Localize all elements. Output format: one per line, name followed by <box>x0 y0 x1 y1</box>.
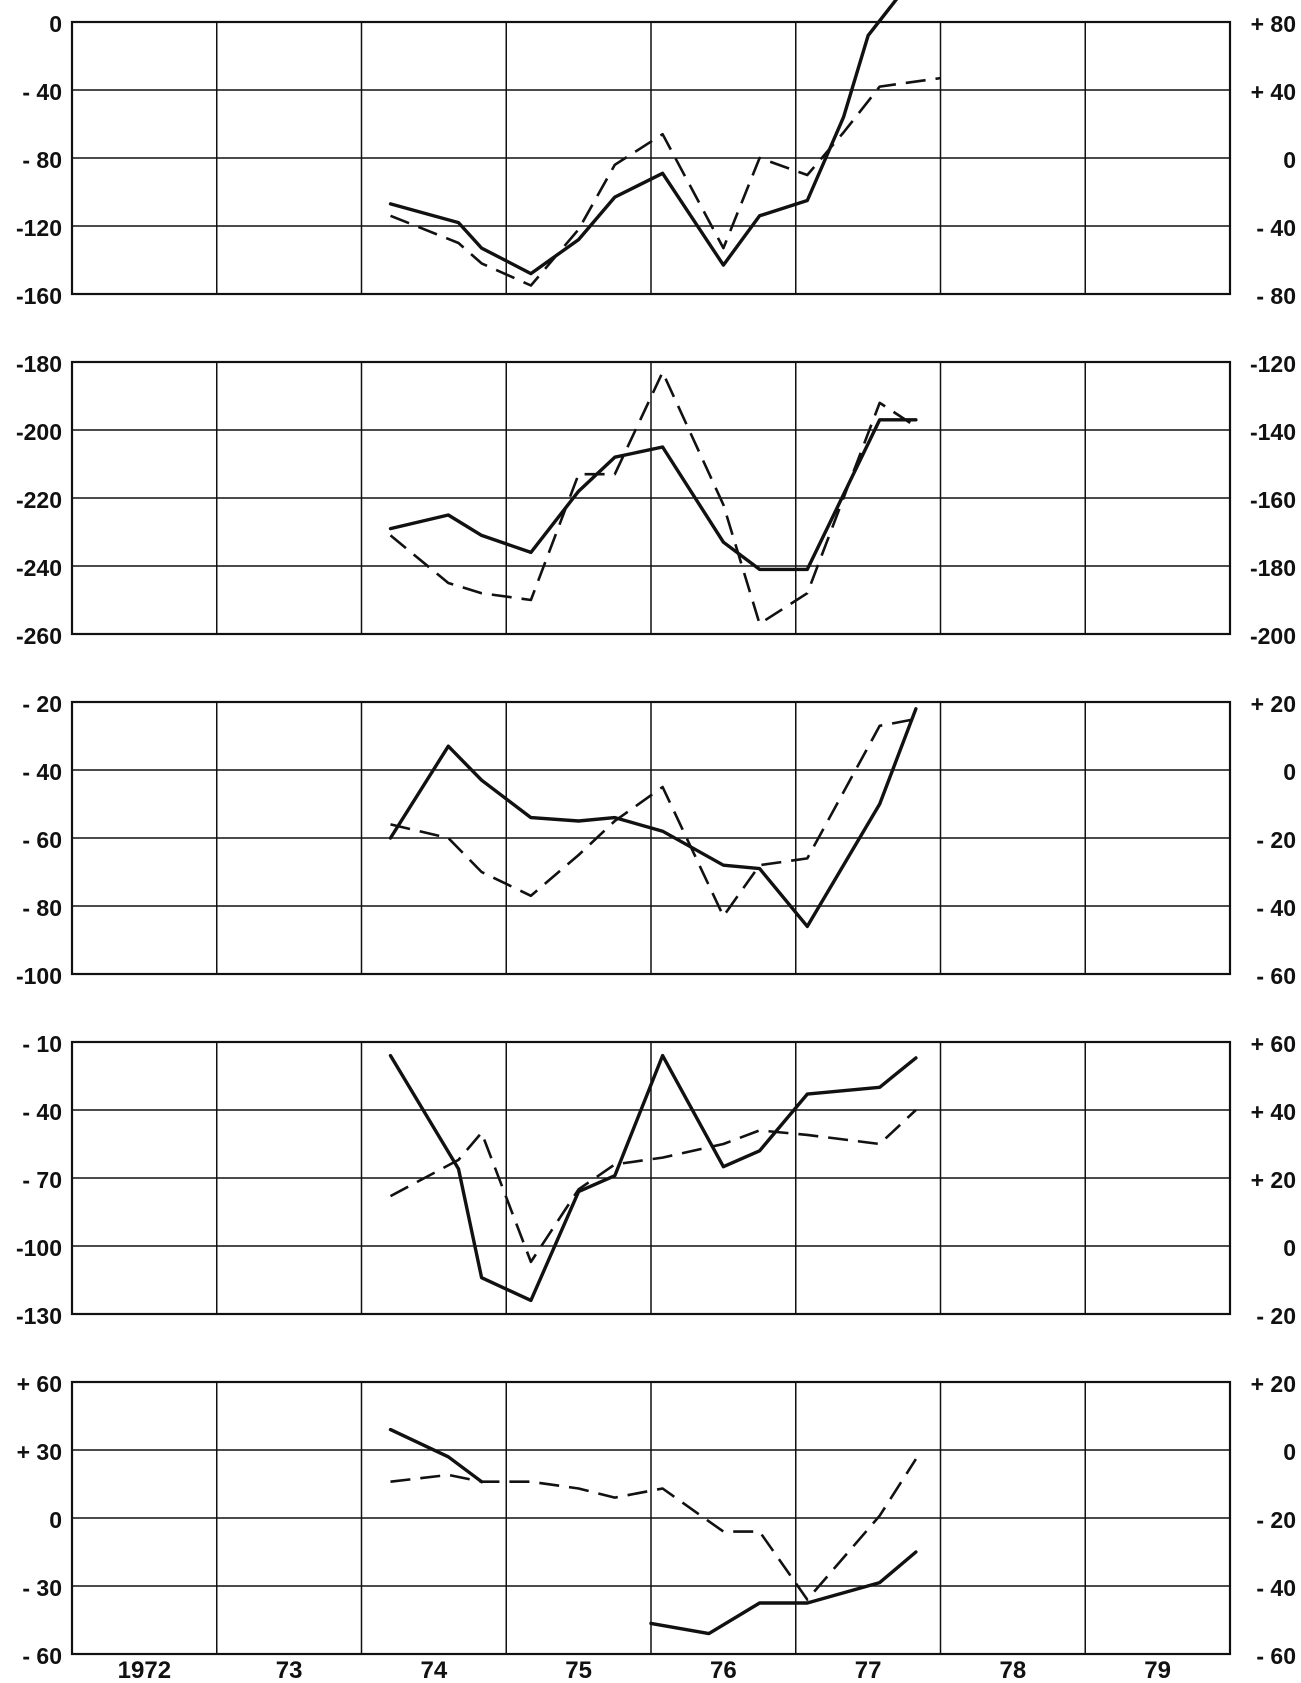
right-tick-label: - 60 <box>1256 1643 1296 1669</box>
left-tick-label: -130 <box>16 1303 62 1329</box>
left-tick-label: - 60 <box>22 1643 62 1669</box>
left-tick-label: -200 <box>16 419 62 445</box>
panel-frame <box>70 20 1232 296</box>
left-tick-label: - 20 <box>22 691 62 717</box>
left-tick-label: - 80 <box>22 147 62 173</box>
left-tick-label: -240 <box>16 555 62 581</box>
left-tick-label: - 40 <box>22 1099 62 1125</box>
right-tick-label: + 80 <box>1251 11 1296 37</box>
right-tick-label: -180 <box>1250 555 1296 581</box>
right-tick-label: - 40 <box>1256 215 1296 241</box>
solid-series-line <box>649 1550 918 1636</box>
right-tick-label: 0 <box>1283 1235 1296 1261</box>
right-tick-label: + 20 <box>1251 691 1296 717</box>
right-tick-label: - 20 <box>1256 1507 1296 1533</box>
x-tick-label: 75 <box>565 1657 592 1683</box>
right-tick-label: 0 <box>1283 1439 1296 1465</box>
left-tick-label: 0 <box>49 11 62 37</box>
left-tick-label: -120 <box>16 215 62 241</box>
dashed-series-line <box>390 76 941 287</box>
solid-series-line <box>388 418 918 572</box>
panel-frame <box>70 700 1232 976</box>
left-tick-label: -180 <box>16 351 62 377</box>
right-tick-label: + 60 <box>1251 1031 1296 1057</box>
right-tick-label: + 40 <box>1251 1099 1296 1125</box>
right-tick-label: -200 <box>1250 623 1296 649</box>
solid-series-line <box>388 0 899 276</box>
left-tick-label: - 80 <box>22 895 62 921</box>
left-tick-label: + 30 <box>17 1439 62 1465</box>
right-tick-label: 0 <box>1283 147 1296 173</box>
left-tick-label: - 40 <box>22 759 62 785</box>
left-tick-label: - 60 <box>22 827 62 853</box>
left-tick-label: - 70 <box>22 1167 62 1193</box>
left-tick-label: + 60 <box>17 1371 62 1397</box>
dashed-series-line <box>389 370 917 626</box>
left-tick-label: - 40 <box>22 79 62 105</box>
right-tick-label: -160 <box>1250 487 1296 513</box>
x-tick-label: 79 <box>1144 1657 1171 1683</box>
panel-frame <box>70 1380 1232 1656</box>
right-tick-label: -140 <box>1250 419 1296 445</box>
right-tick-label: - 40 <box>1256 1575 1296 1601</box>
left-tick-label: -220 <box>16 487 62 513</box>
x-tick-label: 78 <box>1000 1657 1027 1683</box>
dashed-series-line <box>390 1458 917 1601</box>
solid-series-line <box>388 707 918 929</box>
solid-series-line <box>388 1427 484 1484</box>
right-tick-label: 0 <box>1283 759 1296 785</box>
right-tick-label: - 40 <box>1256 895 1296 921</box>
panel-frame <box>70 1040 1232 1316</box>
right-tick-label: - 20 <box>1256 1303 1296 1329</box>
right-tick-label: + 20 <box>1251 1167 1296 1193</box>
x-tick-label: 76 <box>710 1657 737 1683</box>
x-tick-label: 1972 <box>118 1657 171 1683</box>
x-tick-label: 73 <box>276 1657 303 1683</box>
x-tick-label: 74 <box>421 1657 448 1683</box>
left-tick-label: -100 <box>16 963 62 989</box>
x-tick-label: 77 <box>855 1657 882 1683</box>
right-tick-label: - 60 <box>1256 963 1296 989</box>
left-tick-label: -260 <box>16 623 62 649</box>
dashed-series-line <box>389 1109 917 1264</box>
left-tick-label: 0 <box>49 1507 62 1533</box>
left-tick-label: -160 <box>16 283 62 309</box>
right-tick-label: + 20 <box>1251 1371 1296 1397</box>
left-tick-label: - 30 <box>22 1575 62 1601</box>
solid-series-line <box>388 1053 918 1303</box>
dashed-series-line <box>390 717 917 918</box>
right-tick-label: + 40 <box>1251 79 1296 105</box>
right-tick-label: - 80 <box>1256 283 1296 309</box>
right-tick-label: -120 <box>1250 351 1296 377</box>
left-tick-label: - 10 <box>22 1031 62 1057</box>
left-tick-label: -100 <box>16 1235 62 1261</box>
right-tick-label: - 20 <box>1256 827 1296 853</box>
panel-frame <box>70 360 1232 636</box>
